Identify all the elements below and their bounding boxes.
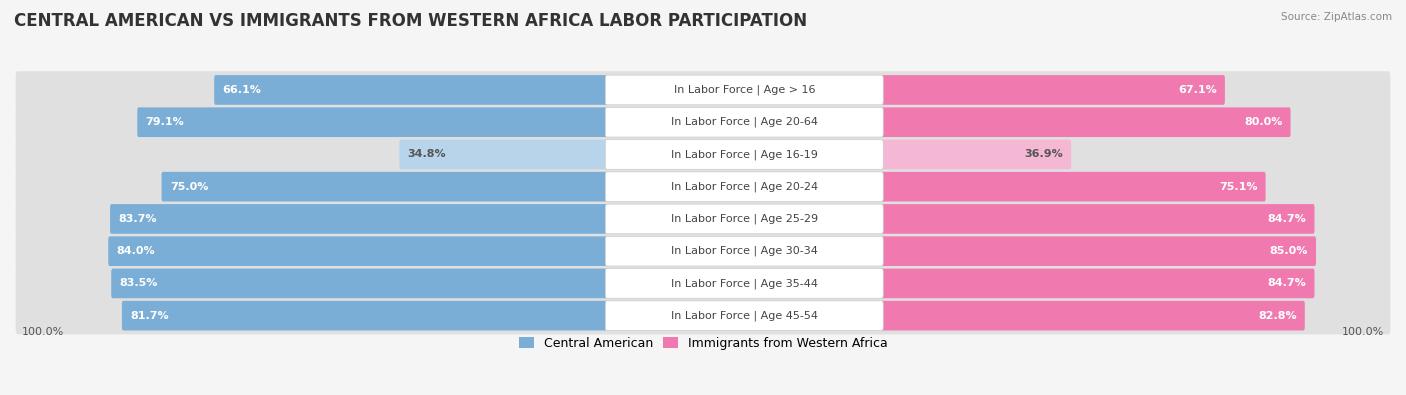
FancyBboxPatch shape	[880, 236, 1316, 266]
FancyBboxPatch shape	[15, 200, 1391, 238]
Text: 83.7%: 83.7%	[118, 214, 157, 224]
Text: 36.9%: 36.9%	[1024, 149, 1063, 160]
Text: 75.0%: 75.0%	[170, 182, 208, 192]
Text: 85.0%: 85.0%	[1270, 246, 1308, 256]
Text: 84.7%: 84.7%	[1267, 214, 1306, 224]
Text: 79.1%: 79.1%	[146, 117, 184, 127]
FancyBboxPatch shape	[606, 301, 883, 331]
FancyBboxPatch shape	[214, 75, 607, 105]
FancyBboxPatch shape	[15, 136, 1391, 173]
Text: In Labor Force | Age 16-19: In Labor Force | Age 16-19	[671, 149, 818, 160]
Text: 100.0%: 100.0%	[1341, 327, 1384, 337]
FancyBboxPatch shape	[122, 301, 607, 331]
Text: In Labor Force | Age > 16: In Labor Force | Age > 16	[673, 85, 815, 95]
FancyBboxPatch shape	[15, 265, 1391, 302]
FancyBboxPatch shape	[15, 168, 1391, 205]
Text: In Labor Force | Age 35-44: In Labor Force | Age 35-44	[671, 278, 818, 289]
FancyBboxPatch shape	[399, 139, 607, 169]
Text: 75.1%: 75.1%	[1219, 182, 1257, 192]
FancyBboxPatch shape	[606, 172, 883, 201]
FancyBboxPatch shape	[15, 233, 1391, 270]
Legend: Central American, Immigrants from Western Africa: Central American, Immigrants from Wester…	[513, 332, 893, 355]
Text: 80.0%: 80.0%	[1244, 117, 1282, 127]
FancyBboxPatch shape	[880, 107, 1291, 137]
Text: 82.8%: 82.8%	[1258, 310, 1296, 321]
FancyBboxPatch shape	[880, 269, 1315, 298]
FancyBboxPatch shape	[111, 269, 607, 298]
FancyBboxPatch shape	[110, 204, 607, 234]
FancyBboxPatch shape	[606, 204, 883, 234]
Text: 83.5%: 83.5%	[120, 278, 157, 288]
Text: Source: ZipAtlas.com: Source: ZipAtlas.com	[1281, 12, 1392, 22]
FancyBboxPatch shape	[15, 103, 1391, 141]
FancyBboxPatch shape	[162, 172, 607, 201]
Text: 100.0%: 100.0%	[22, 327, 65, 337]
FancyBboxPatch shape	[15, 71, 1391, 109]
Text: 84.0%: 84.0%	[117, 246, 155, 256]
Text: 67.1%: 67.1%	[1178, 85, 1216, 95]
FancyBboxPatch shape	[880, 204, 1315, 234]
Text: 66.1%: 66.1%	[222, 85, 262, 95]
FancyBboxPatch shape	[138, 107, 607, 137]
Text: 34.8%: 34.8%	[408, 149, 446, 160]
Text: 84.7%: 84.7%	[1267, 278, 1306, 288]
FancyBboxPatch shape	[606, 269, 883, 298]
FancyBboxPatch shape	[880, 172, 1265, 201]
Text: In Labor Force | Age 20-64: In Labor Force | Age 20-64	[671, 117, 818, 128]
Text: CENTRAL AMERICAN VS IMMIGRANTS FROM WESTERN AFRICA LABOR PARTICIPATION: CENTRAL AMERICAN VS IMMIGRANTS FROM WEST…	[14, 12, 807, 30]
FancyBboxPatch shape	[15, 297, 1391, 334]
Text: In Labor Force | Age 20-24: In Labor Force | Age 20-24	[671, 181, 818, 192]
FancyBboxPatch shape	[606, 75, 883, 105]
FancyBboxPatch shape	[606, 139, 883, 169]
Text: In Labor Force | Age 30-34: In Labor Force | Age 30-34	[671, 246, 818, 256]
Text: In Labor Force | Age 25-29: In Labor Force | Age 25-29	[671, 214, 818, 224]
Text: In Labor Force | Age 45-54: In Labor Force | Age 45-54	[671, 310, 818, 321]
FancyBboxPatch shape	[606, 107, 883, 137]
FancyBboxPatch shape	[108, 236, 607, 266]
FancyBboxPatch shape	[880, 301, 1305, 331]
FancyBboxPatch shape	[880, 75, 1225, 105]
FancyBboxPatch shape	[606, 236, 883, 266]
FancyBboxPatch shape	[880, 139, 1071, 169]
Text: 81.7%: 81.7%	[131, 310, 169, 321]
